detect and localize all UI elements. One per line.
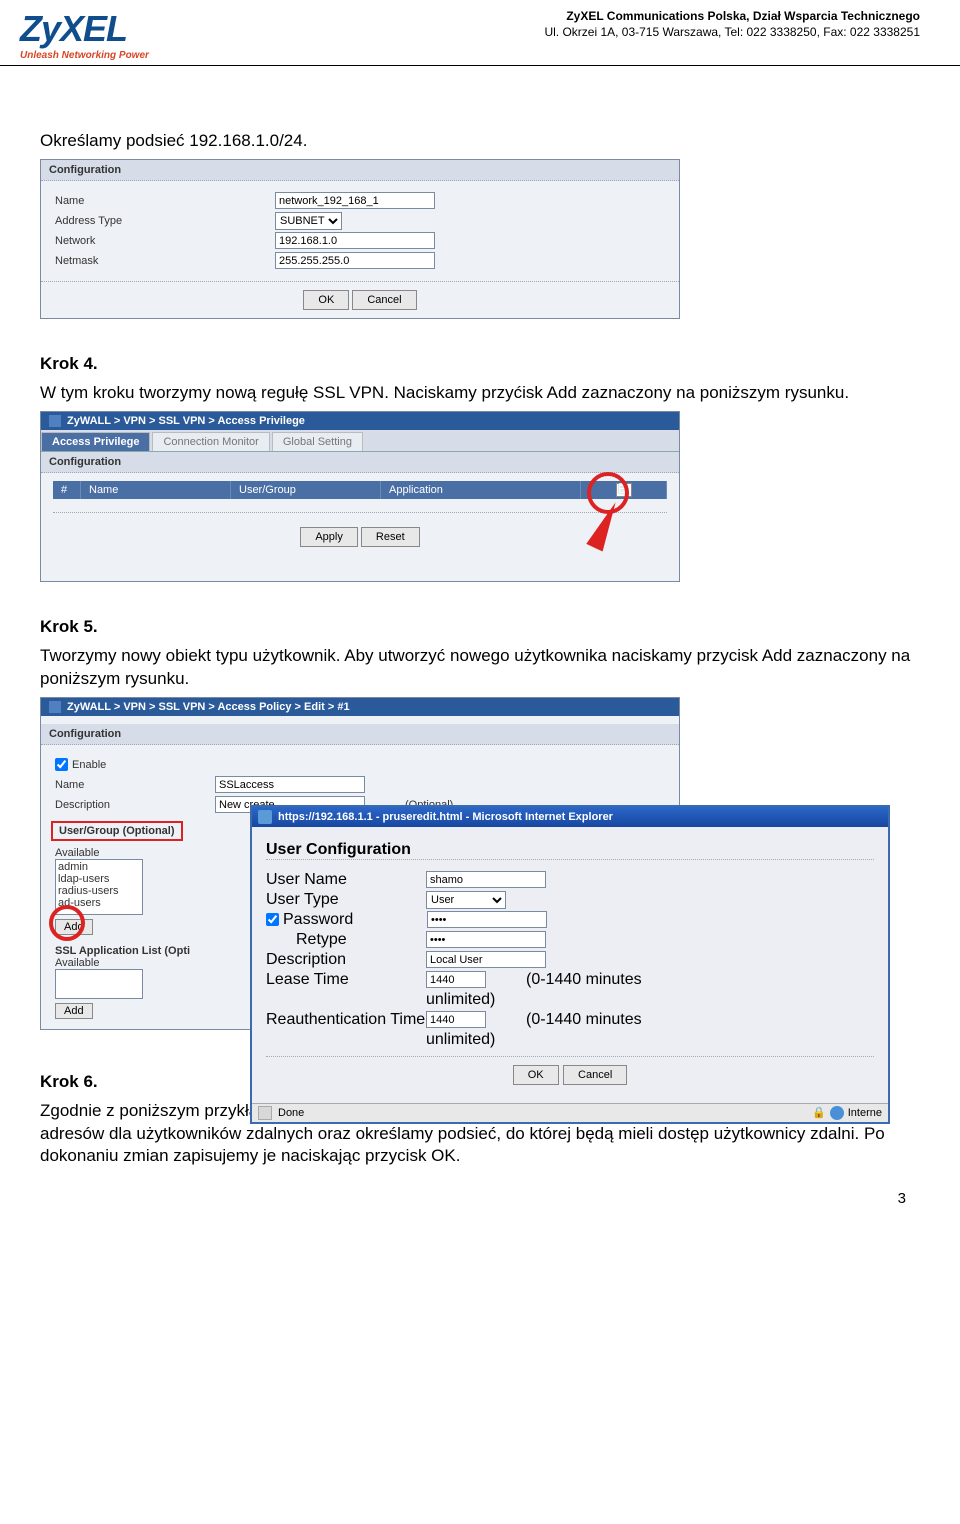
lease-unl: unlimited) [426,991,495,1009]
logo: ZyXEL Unleash Networking Power [20,8,149,61]
fig1-ok-button[interactable]: OK [303,290,349,310]
doc-header: ZyXEL Unleash Networking Power ZyXEL Com… [0,0,960,66]
reauth-input[interactable] [426,1011,486,1028]
uname-lbl: User Name [266,871,426,889]
desc2-input[interactable] [426,951,546,968]
fig2-section: Configuration [41,452,679,473]
fig1-netmask-input[interactable] [275,252,435,269]
col-name: Name [81,481,231,499]
logo-tagline: Unleash Networking Power [20,50,149,61]
retype-input[interactable] [426,931,546,948]
tab-global-setting[interactable]: Global Setting [272,432,363,451]
ie-window: https://192.168.1.1 - pruseredit.html - … [250,805,890,1124]
desc2-lbl: Description [266,951,426,969]
header-line2: Ul. Okrzei 1A, 03-715 Warszawa, Tel: 022… [544,24,920,40]
fig1-network-lbl: Network [55,235,275,247]
list-item[interactable]: admin [58,861,140,873]
reauth-unl: unlimited) [426,1031,495,1049]
fig1-panel: Configuration Name Address Type SUBNET N… [40,159,680,319]
tab-connection-monitor[interactable]: Connection Monitor [152,432,269,451]
fig2-panel: ZyWALL > VPN > SSL VPN > Access Privileg… [40,411,680,582]
fig3-desc-lbl: Description [55,799,215,811]
krok6-heading: Krok 6. [40,1072,98,1091]
usergroup-heading: User/Group (Optional) [51,821,183,841]
fig3-name-input[interactable] [215,776,365,793]
enable-checkbox[interactable] [55,758,68,771]
fig1-cancel-button[interactable]: Cancel [352,290,416,310]
fig3-name-lbl: Name [55,779,215,791]
ie-cancel-button[interactable]: Cancel [563,1065,627,1085]
zywall-icon [49,415,61,427]
col-application: Application [381,481,581,499]
fig1-addrtype-select[interactable]: SUBNET [275,212,342,230]
header-right: ZyXEL Communications Polska, Dział Wspar… [544,8,920,40]
reauth-hint: (0-1440 minutes [526,1011,642,1029]
ie-statusbar: Done 🔒 Interne [252,1103,888,1122]
internet-icon [830,1106,844,1120]
para-subnet: Określamy podsieć 192.168.1.0/24. [40,130,920,153]
fig1-name-input[interactable] [275,192,435,209]
fig1-network-input[interactable] [275,232,435,249]
lease-lbl: Lease Time [266,971,426,989]
utype-select[interactable]: User [426,891,506,909]
col-hash: # [53,481,81,499]
status-net: Interne [848,1107,882,1119]
fig1-addrtype-lbl: Address Type [55,215,275,227]
lease-input[interactable] [426,971,486,988]
ie-icon [258,810,272,824]
enable-label: Enable [72,759,106,771]
header-line1: ZyXEL Communications Polska, Dział Wspar… [544,8,920,24]
krok5-heading: Krok 5. [40,617,98,636]
fig2-table-header: # Name User/Group Application 📄 [53,481,667,499]
pw-lbl: Password [283,911,427,929]
fig3-breadcrumb: ZyWALL > VPN > SSL VPN > Access Policy >… [41,698,679,716]
user-config-heading: User Configuration [266,841,874,860]
fig2-reset-button[interactable]: Reset [361,527,420,547]
page-number: 3 [0,1184,960,1213]
fig1-name-lbl: Name [55,195,275,207]
available2-listbox[interactable] [55,969,143,999]
ie-ok-button[interactable]: OK [513,1065,559,1085]
utype-lbl: User Type [266,891,426,909]
done-icon [258,1106,272,1120]
col-usergroup: User/Group [231,481,381,499]
fig2-tabs: Access Privilege Connection Monitor Glob… [41,430,679,452]
pw-checkbox[interactable] [266,913,279,926]
list-item[interactable]: ldap-users [58,873,140,885]
reauth-lbl: Reauthentication Time [266,1011,426,1029]
fig2-apply-button[interactable]: Apply [300,527,358,547]
status-done: Done [278,1107,304,1119]
krok4-text: W tym kroku tworzymy nową regułę SSL VPN… [40,382,920,405]
krok4-heading: Krok 4. [40,354,98,373]
lease-hint: (0-1440 minutes [526,971,642,989]
pw-input[interactable] [427,911,547,928]
tab-access-privilege[interactable]: Access Privilege [41,432,150,451]
add-app-button[interactable]: Add [55,1003,93,1019]
fig1-section: Configuration [41,160,679,181]
krok5-text: Tworzymy nowy obiekt typu użytkownik. Ab… [40,645,920,691]
red-circle-annotation [49,905,85,941]
fig2-breadcrumb: ZyWALL > VPN > SSL VPN > Access Privileg… [41,412,679,430]
list-item[interactable]: radius-users [58,885,140,897]
ie-titlebar: https://192.168.1.1 - pruseredit.html - … [252,807,888,827]
logo-text: ZyXEL [20,8,149,50]
uname-input[interactable] [426,871,546,888]
zywall-icon [49,701,61,713]
fig3-section: Configuration [41,724,679,745]
fig1-netmask-lbl: Netmask [55,255,275,267]
fig3-wrap: ZyWALL > VPN > SSL VPN > Access Policy >… [40,697,900,1037]
retype-lbl: Retype [266,931,426,949]
